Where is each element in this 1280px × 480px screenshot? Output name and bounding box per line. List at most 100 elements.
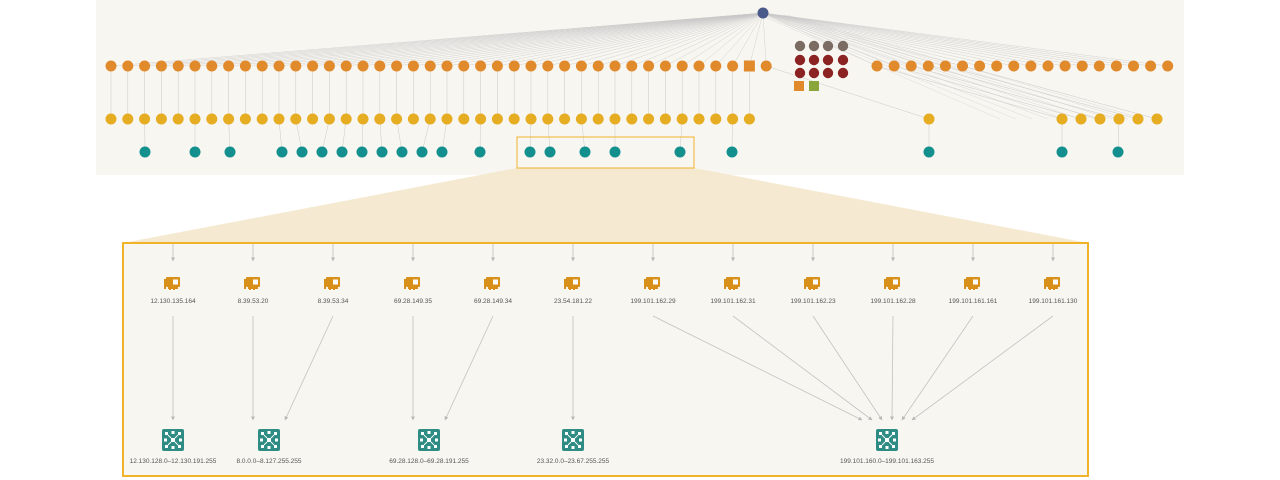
host-node[interactable] [441,60,453,72]
interface-node-3[interactable]: 69.28.149.35 [394,277,432,305]
network-range-node-0[interactable]: 12.130.128.0–12.130.191.255 [130,428,217,465]
interface-node[interactable] [710,113,722,125]
interface-node[interactable] [223,113,235,125]
host-node[interactable] [458,60,470,72]
interface-node[interactable] [273,113,285,125]
network-node[interactable] [396,146,408,158]
interface-node-8[interactable]: 199.101.162.23 [790,277,836,305]
network-node[interactable] [416,146,428,158]
interface-node[interactable] [575,113,587,125]
interface-node[interactable] [307,113,319,125]
host-node[interactable] [1162,60,1174,72]
cluster-gray-node[interactable] [837,40,849,52]
interface-node[interactable] [1151,113,1163,125]
host-node[interactable] [1025,60,1037,72]
cluster-red-node[interactable] [822,54,834,66]
interface-node[interactable] [542,113,554,125]
host-node[interactable] [357,60,369,72]
host-node[interactable] [991,60,1003,72]
interface-node[interactable] [609,113,621,125]
interface-node[interactable] [441,113,453,125]
interface-node[interactable] [659,113,671,125]
interface-node[interactable] [155,113,167,125]
interface-node[interactable] [139,113,151,125]
interface-node[interactable] [407,113,419,125]
interface-node-0[interactable]: 12.130.135.164 [150,277,196,305]
interface-node[interactable] [391,113,403,125]
interface-node[interactable] [256,113,268,125]
interface-node[interactable] [458,113,470,125]
host-node[interactable] [139,60,151,72]
host-node[interactable] [239,60,251,72]
host-node[interactable] [391,60,403,72]
zoom-selection-box[interactable] [516,136,695,169]
network-node[interactable] [524,146,536,158]
host-node[interactable] [888,60,900,72]
interface-node[interactable] [525,113,537,125]
host-node[interactable] [525,60,537,72]
host-node[interactable] [1145,60,1157,72]
interface-node-11[interactable]: 199.101.161.130 [1029,277,1078,305]
host-node[interactable] [1042,60,1054,72]
cluster-red-node[interactable] [837,67,849,79]
host-node[interactable] [1093,60,1105,72]
interface-node[interactable] [424,113,436,125]
cluster-gray-node[interactable] [794,40,806,52]
host-node[interactable] [1008,60,1020,72]
host-node[interactable] [1059,60,1071,72]
host-node[interactable] [172,60,184,72]
network-range-node-2[interactable]: 69.28.128.0–69.28.191.255 [389,428,469,465]
network-node[interactable] [609,146,621,158]
host-node[interactable] [1128,60,1139,72]
host-node[interactable] [475,60,487,72]
host-node[interactable] [290,60,302,72]
interface-node[interactable] [290,113,302,125]
interface-node[interactable] [693,113,705,125]
interface-node[interactable] [592,113,604,125]
cluster-orange-square[interactable] [794,81,804,91]
network-node[interactable] [726,146,738,158]
network-node[interactable] [474,146,486,158]
host-node[interactable] [374,60,386,72]
interface-node[interactable] [374,113,386,125]
network-node[interactable] [336,146,348,158]
host-node[interactable] [508,60,520,72]
network-node[interactable] [376,146,388,158]
host-node[interactable] [939,60,951,72]
host-node[interactable] [1110,60,1122,72]
interface-node[interactable] [340,113,352,125]
interface-node[interactable] [189,113,201,125]
host-node[interactable] [609,60,621,72]
network-range-node-3[interactable]: 23.32.0.0–23.67.255.255 [537,428,610,465]
host-node[interactable] [905,60,917,72]
network-node[interactable] [436,146,448,158]
interface-node[interactable] [743,113,755,125]
host-node[interactable] [592,60,604,72]
root-node[interactable] [757,7,769,19]
host-node[interactable] [626,60,638,72]
network-node[interactable] [923,146,935,158]
network-node[interactable] [544,146,556,158]
network-node[interactable] [356,146,368,158]
interface-node[interactable] [1056,113,1068,125]
interface-node[interactable] [508,113,520,125]
host-node[interactable] [189,60,201,72]
cluster-gray-node[interactable] [808,40,820,52]
host-node[interactable] [922,60,934,72]
host-node[interactable] [256,60,268,72]
host-node[interactable] [559,60,571,72]
interface-node[interactable] [172,113,184,125]
interface-node-5[interactable]: 23.54.181.22 [554,277,592,305]
cluster-red-node[interactable] [808,54,820,66]
interface-node-2[interactable]: 8.39.53.34 [318,277,349,305]
host-node[interactable] [491,60,503,72]
network-node[interactable] [276,146,288,158]
host-node[interactable] [206,60,218,72]
host-node[interactable] [643,60,655,72]
interface-node[interactable] [475,113,487,125]
host-node[interactable] [155,60,167,72]
interface-node[interactable] [923,113,935,125]
interface-node[interactable] [105,113,117,125]
host-node[interactable] [407,60,419,72]
host-node[interactable] [676,60,688,72]
